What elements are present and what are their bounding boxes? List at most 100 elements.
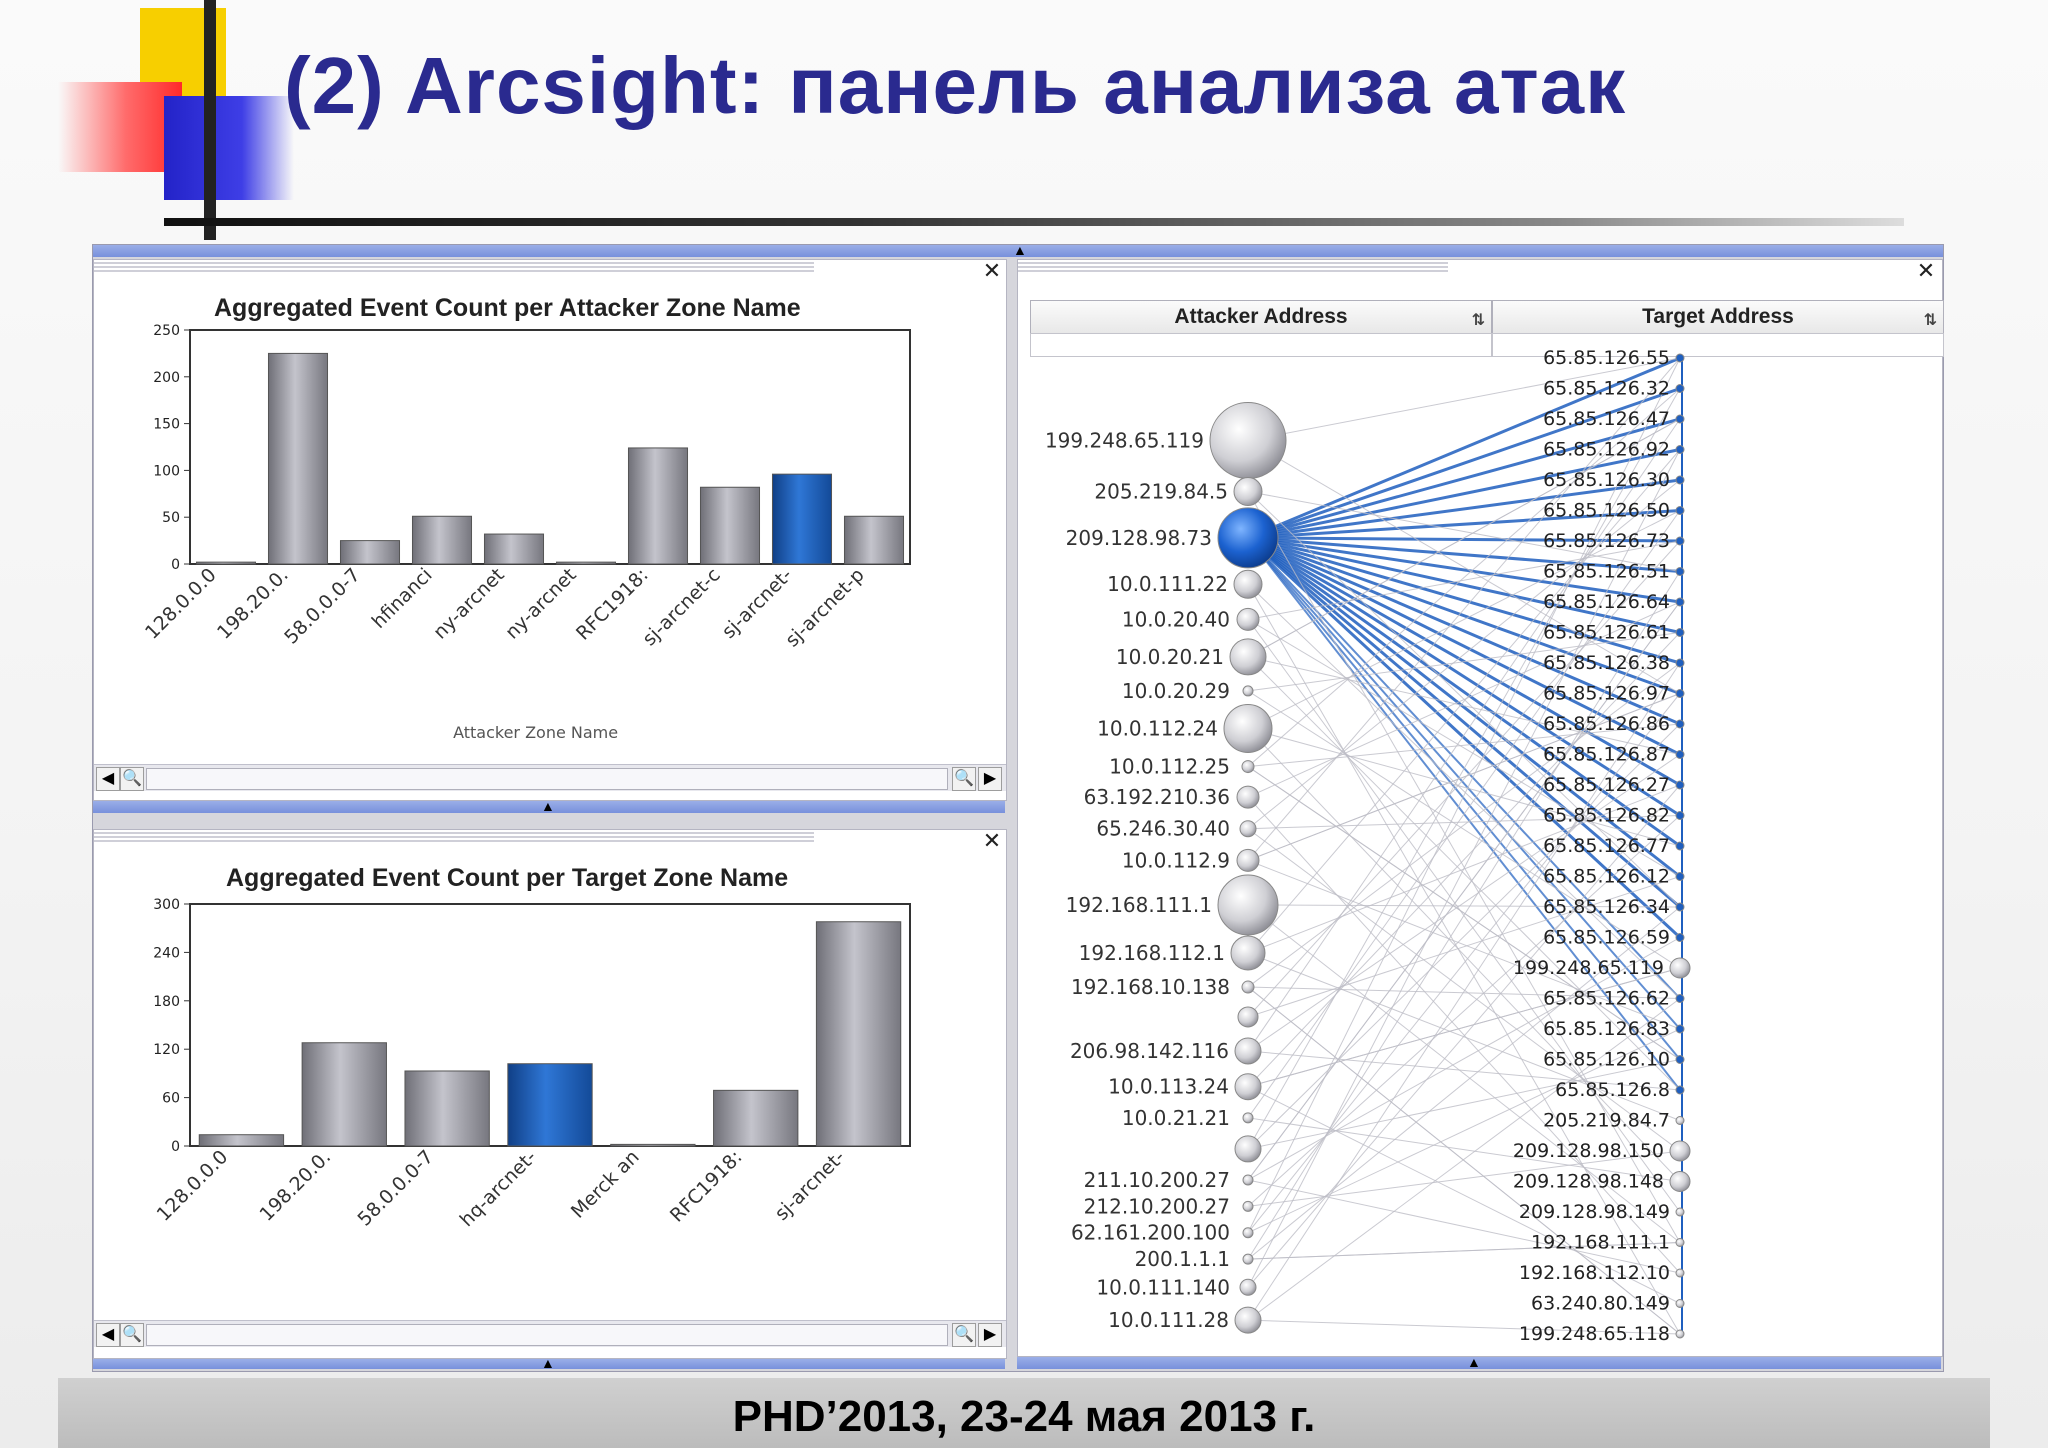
- attacker-address-label[interactable]: 199.248.65.119: [1045, 429, 1204, 453]
- attacker-node[interactable]: [1242, 1174, 1254, 1186]
- target-address-label[interactable]: 65.85.126.55: [1543, 347, 1670, 369]
- attacker-node[interactable]: [1236, 785, 1260, 809]
- bar[interactable]: [195, 561, 257, 565]
- close-icon[interactable]: ✕: [982, 828, 1002, 853]
- target-node[interactable]: [1675, 445, 1685, 454]
- collapse-up-icon[interactable]: ▲: [1467, 1354, 1481, 1370]
- target-address-label[interactable]: 65.85.126.34: [1543, 896, 1670, 918]
- target-node[interactable]: [1675, 384, 1685, 393]
- bar[interactable]: [610, 1143, 696, 1147]
- scroll-right-icon[interactable]: ▶: [978, 767, 1002, 791]
- attacker-node[interactable]: [1209, 402, 1287, 480]
- scroll-left-icon[interactable]: ◀: [96, 767, 120, 791]
- attacker-node[interactable]: [1229, 638, 1267, 676]
- bar[interactable]: [404, 1070, 490, 1147]
- sort-icon[interactable]: ⇅: [1923, 312, 1937, 329]
- panel-grip[interactable]: [1018, 260, 1448, 272]
- target-address-label[interactable]: 209.128.98.150: [1513, 1140, 1664, 1162]
- attacker-node[interactable]: [1236, 607, 1260, 631]
- attacker-node[interactable]: [1233, 569, 1263, 599]
- target-address-label[interactable]: 65.85.126.73: [1543, 530, 1670, 552]
- target-address-label[interactable]: 65.85.126.12: [1543, 866, 1670, 888]
- target-address-label[interactable]: 65.85.126.83: [1543, 1018, 1670, 1040]
- target-address-label[interactable]: 65.85.126.62: [1543, 988, 1670, 1010]
- target-node[interactable]: [1675, 1329, 1685, 1339]
- target-node[interactable]: [1675, 780, 1685, 790]
- target-node[interactable]: [1675, 1055, 1685, 1064]
- attacker-address-label[interactable]: 209.128.98.73: [1066, 526, 1212, 550]
- attacker-node[interactable]: [1241, 980, 1255, 994]
- attacker-node[interactable]: [1223, 703, 1273, 753]
- bar[interactable]: [411, 515, 473, 565]
- zoom-out-icon[interactable]: 🔍: [120, 1323, 144, 1347]
- target-node[interactable]: [1675, 658, 1685, 668]
- attacker-node[interactable]: [1242, 1227, 1254, 1239]
- zoom-in-icon[interactable]: 🔍: [952, 767, 976, 791]
- target-node[interactable]: [1675, 872, 1685, 881]
- target-address-label[interactable]: 65.85.126.61: [1543, 622, 1670, 644]
- sort-icon[interactable]: ⇅: [1471, 312, 1485, 329]
- attacker-address-label[interactable]: 10.0.113.24: [1108, 1075, 1229, 1099]
- attacker-node[interactable]: [1237, 1006, 1259, 1028]
- attacker-address-label[interactable]: 10.0.112.25: [1109, 755, 1230, 779]
- attacker-address-label[interactable]: 200.1.1.1: [1135, 1247, 1230, 1271]
- target-address-label[interactable]: 63.240.80.149: [1531, 1293, 1670, 1315]
- attacker-address-label[interactable]: 192.168.10.138: [1071, 975, 1230, 999]
- close-icon[interactable]: ✕: [1916, 258, 1936, 283]
- attacker-node[interactable]: [1230, 935, 1266, 971]
- scroll-track[interactable]: [146, 1324, 948, 1346]
- bar[interactable]: [555, 561, 617, 565]
- attacker-address-label[interactable]: 10.0.111.140: [1096, 1275, 1230, 1299]
- target-node[interactable]: [1675, 841, 1685, 851]
- bar[interactable]: [339, 540, 401, 565]
- target-address-label[interactable]: 199.248.65.118: [1519, 1323, 1670, 1345]
- attacker-address-label[interactable]: 10.0.21.21: [1122, 1106, 1230, 1130]
- target-node[interactable]: [1675, 567, 1685, 576]
- attacker-address-label[interactable]: 192.168.112.1: [1079, 941, 1225, 965]
- attacker-node[interactable]: [1233, 477, 1263, 507]
- attacker-node[interactable]: [1242, 685, 1254, 697]
- attacker-node[interactable]: [1242, 1253, 1254, 1265]
- target-address-label[interactable]: 65.85.126.86: [1543, 713, 1670, 735]
- attacker-node[interactable]: [1242, 1112, 1254, 1124]
- left-splitter[interactable]: ▲: [93, 799, 1005, 813]
- collapse-up-icon[interactable]: ▲: [541, 1355, 555, 1371]
- attacker-address-label[interactable]: 10.0.20.29: [1122, 679, 1230, 703]
- zoom-out-icon[interactable]: 🔍: [120, 767, 144, 791]
- attacker-address-label[interactable]: 63.192.210.36: [1084, 785, 1230, 809]
- attacker-node[interactable]: [1239, 820, 1257, 838]
- target-node[interactable]: [1675, 536, 1685, 546]
- attacker-node[interactable]: [1239, 1278, 1257, 1296]
- target-address-label[interactable]: 65.85.126.87: [1543, 744, 1670, 766]
- attacker-address-label[interactable]: 212.10.200.27: [1084, 1194, 1230, 1218]
- attacker-node[interactable]: [1236, 848, 1260, 872]
- target-node[interactable]: [1675, 1268, 1685, 1278]
- left-bottom-splitter[interactable]: ▲: [93, 1355, 1005, 1371]
- attacker-node[interactable]: [1242, 1200, 1254, 1212]
- bar[interactable]: [627, 447, 689, 565]
- scroll-left-icon[interactable]: ◀: [96, 1323, 120, 1347]
- target-address-label[interactable]: 209.128.98.149: [1519, 1201, 1670, 1223]
- target-address-label[interactable]: 65.85.126.38: [1543, 652, 1670, 674]
- bar[interactable]: [699, 486, 761, 565]
- target-node[interactable]: [1675, 1085, 1685, 1095]
- attacker-address-label[interactable]: 211.10.200.27: [1084, 1168, 1230, 1192]
- attacker-address-label[interactable]: 192.168.111.1: [1066, 893, 1212, 917]
- target-node[interactable]: [1675, 353, 1685, 363]
- target-node[interactable]: [1675, 994, 1685, 1003]
- bar[interactable]: [483, 533, 545, 565]
- target-node[interactable]: [1675, 1116, 1685, 1125]
- target-address-label[interactable]: 192.168.112.10: [1519, 1262, 1670, 1284]
- target-address-label[interactable]: 199.248.65.119: [1513, 957, 1664, 979]
- target-address-label[interactable]: 209.128.98.148: [1513, 1171, 1664, 1193]
- bar[interactable]: [198, 1134, 285, 1147]
- attacker-node[interactable]: [1234, 1037, 1262, 1065]
- collapse-up-icon[interactable]: ▲: [1013, 242, 1027, 258]
- target-address-label[interactable]: 65.85.126.97: [1543, 683, 1670, 705]
- attacker-address-label[interactable]: 62.161.200.100: [1071, 1221, 1230, 1245]
- target-address-label[interactable]: 65.85.126.92: [1543, 439, 1670, 461]
- attacker-address-label[interactable]: 10.0.20.21: [1116, 645, 1224, 669]
- target-node[interactable]: [1675, 475, 1685, 485]
- attacker-node[interactable]: [1241, 760, 1255, 774]
- chart-scrollbar[interactable]: ◀ 🔍 🔍 ▶: [94, 764, 1006, 791]
